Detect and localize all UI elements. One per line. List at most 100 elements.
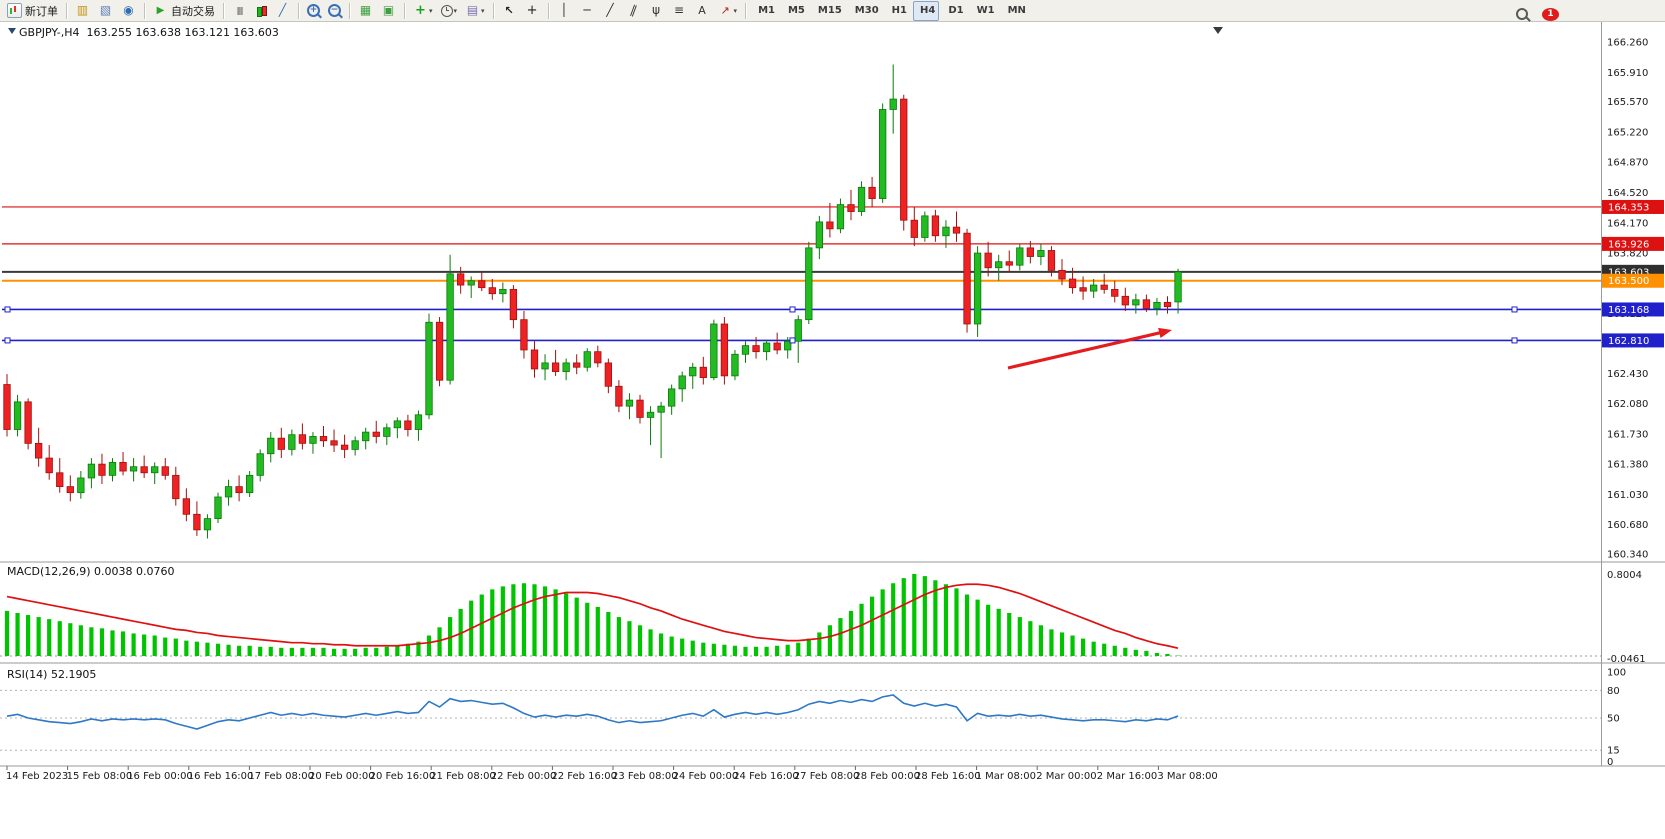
tf-m15[interactable]: M15: [811, 1, 846, 21]
candle: [182, 498, 191, 515]
market-depth-button[interactable]: ▥: [72, 1, 93, 21]
line-handle[interactable]: [1511, 306, 1518, 313]
cascade-windows-button[interactable]: ▣: [378, 1, 399, 21]
macd-histogram: [4, 574, 1181, 656]
candle: [794, 319, 802, 342]
arrows-button[interactable]: ↗ ▾: [715, 1, 741, 21]
line-handle[interactable]: [789, 337, 796, 344]
candle: [1163, 301, 1172, 308]
trend-arrow-annotation[interactable]: [1007, 329, 1167, 370]
tf-m30[interactable]: M30: [848, 1, 883, 21]
time-axis: 14 Feb 2023 15 Feb 08:00 16 Feb 00:00 16 Fe…: [0, 768, 1602, 790]
autotrading-button[interactable]: ▶ 自动交易: [150, 1, 218, 21]
cursor-button[interactable]: ↖: [499, 1, 520, 21]
candle: [13, 401, 22, 430]
chart-canvas[interactable]: 166.260 165.910 165.570 165.220 164.870 164.5…: [0, 22, 1665, 792]
community-button[interactable]: ◉: [118, 1, 139, 21]
tf-mn[interactable]: MN: [1001, 1, 1030, 21]
price-tick: 162.080: [1607, 399, 1648, 410]
candle: [826, 221, 834, 230]
candle: [963, 232, 971, 325]
chart-shift-marker[interactable]: [1213, 27, 1223, 34]
candle: [815, 221, 823, 249]
tile-windows-button[interactable]: ▦: [355, 1, 376, 21]
line-chart-button[interactable]: ╱: [272, 1, 293, 21]
rsi-scale-label: 0: [1607, 757, 1613, 768]
time-label: 22 Feb 16:00: [551, 771, 617, 782]
candle: [499, 288, 507, 295]
search-button[interactable]: [1513, 4, 1531, 24]
new-chart-button[interactable]: ▧: [95, 1, 116, 21]
line-handle[interactable]: [789, 306, 796, 313]
candle: [541, 362, 549, 370]
tf-m5[interactable]: M5: [781, 1, 809, 21]
new-order-button[interactable]: 新订单: [4, 1, 61, 21]
macd-indicator-label: MACD(12,26,9) 0.0038 0.0760: [7, 565, 175, 578]
line-handle[interactable]: [4, 337, 11, 344]
price-tick: 162.430: [1607, 369, 1648, 380]
candle: [625, 399, 634, 407]
line-handle[interactable]: [4, 306, 11, 313]
candle: [752, 345, 760, 353]
candle: [140, 466, 148, 474]
fibonacci-button[interactable]: ≡: [669, 1, 690, 21]
candle: [520, 319, 528, 351]
notification-badge[interactable]: 1: [1542, 7, 1559, 21]
toolbar-separator: [66, 2, 67, 19]
crosshair-button[interactable]: +: [522, 1, 543, 21]
bars-icon: |||: [236, 6, 244, 15]
channel-button[interactable]: ∥: [623, 1, 644, 21]
zoom-out-button[interactable]: −: [325, 1, 344, 21]
candle: [172, 474, 180, 500]
templates-button[interactable]: ▤ ▾: [462, 1, 488, 21]
price-tick: 161.030: [1607, 490, 1648, 501]
zoom-in-button[interactable]: +: [304, 1, 323, 21]
candle: [1153, 301, 1161, 309]
zoom-out-icon: −: [328, 4, 341, 17]
tf-h4[interactable]: H4: [912, 0, 940, 21]
arrow-icon: ↗: [720, 4, 730, 17]
candle: [446, 273, 454, 381]
candle: [942, 226, 950, 237]
trendline-button[interactable]: ╱: [600, 1, 621, 21]
candle: [573, 362, 581, 368]
tf-h1[interactable]: H1: [885, 1, 911, 21]
periods-button[interactable]: ▾: [438, 1, 461, 21]
horizontal-line-button[interactable]: ─: [577, 1, 598, 21]
price-badge-text: 163.926: [1608, 239, 1649, 250]
candle: [1005, 261, 1013, 266]
tf-d1[interactable]: D1: [941, 1, 967, 21]
tf-m1[interactable]: M1: [751, 1, 779, 21]
candle: [203, 518, 212, 531]
candle: [952, 226, 961, 234]
tf-w1[interactable]: W1: [970, 1, 999, 21]
hline-icon: ─: [583, 3, 591, 17]
tf-w1-label: W1: [976, 5, 995, 16]
new-order-icon: [7, 3, 22, 18]
candle: [857, 186, 866, 212]
candle: [731, 353, 739, 377]
toolbar-separator: [223, 2, 224, 19]
bar-chart-button[interactable]: |||: [229, 1, 250, 21]
line-handle[interactable]: [1511, 337, 1518, 344]
candle: [3, 384, 11, 430]
candlestick-chart-button[interactable]: [252, 1, 270, 21]
text-button[interactable]: A: [692, 1, 713, 21]
pitchfork-button[interactable]: ψ: [646, 1, 667, 21]
one-click-trading-toggle[interactable]: [8, 28, 16, 34]
toolbar-separator: [745, 2, 747, 19]
candle: [1037, 250, 1045, 257]
candle: [214, 496, 222, 520]
channel-icon: ∥: [628, 2, 639, 18]
candle: [319, 436, 328, 442]
candle: [393, 420, 402, 429]
candle: [562, 362, 570, 372]
candle: [108, 461, 117, 476]
price-badge-text: 163.500: [1608, 276, 1649, 287]
vertical-line-button[interactable]: │: [554, 1, 575, 21]
candle: [710, 323, 718, 379]
tf-h4-label: H4: [919, 5, 936, 16]
candle: [330, 440, 338, 446]
indicators-button[interactable]: + ▾: [410, 1, 436, 21]
price-badge-text: 164.353: [1608, 202, 1649, 213]
